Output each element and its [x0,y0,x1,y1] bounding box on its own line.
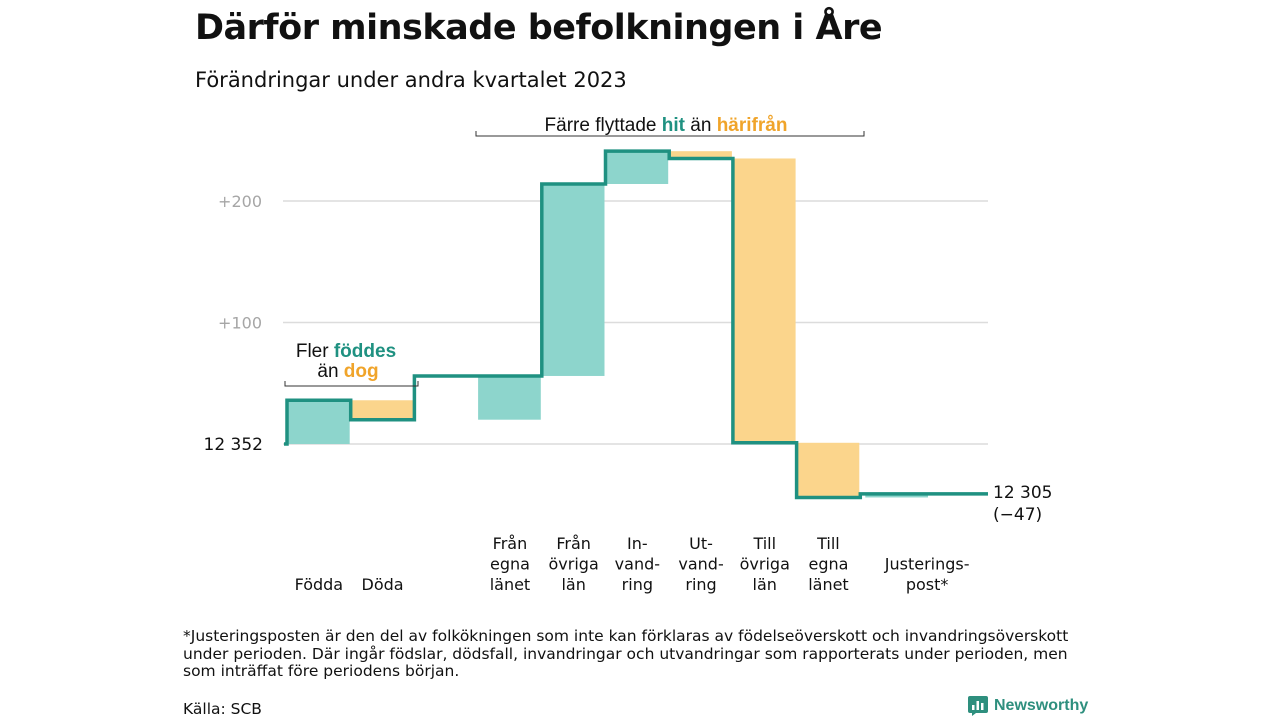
cumulative-line [284,149,988,500]
y-tick-label-1: +100 [218,314,262,333]
y-tick-label-0: +200 [218,192,262,211]
bar-0 [287,400,350,444]
chart-title: Därför minskade befolkningen i Åre [195,8,883,48]
category-label-7: Till egna länet [808,534,849,594]
bar-chart-logo-icon [968,696,988,716]
annotation-moves-bracket [475,131,865,137]
brand-logo[interactable]: Newsworthy [968,696,1088,716]
bar-3 [541,183,605,376]
source: Källa: SCB [183,700,262,718]
end-value-label: 12 305 [993,483,1052,503]
category-label-8: Justerings-post* [884,555,970,595]
annotation-births-bracket [284,381,419,387]
bar-4 [605,151,669,184]
category-label-4: In-vand-ring [615,534,660,594]
bar-7 [796,442,860,498]
brand-name: Newsworthy [994,697,1089,714]
category-label-2: Från egna länet [490,534,531,594]
bar-6 [732,158,796,443]
category-label-5: Ut-vand-ring [678,534,723,594]
annotation-births-line2: än dog [317,361,378,382]
annotation-births-line1: Fler föddes [296,341,396,362]
category-label-6: Till övriga län [740,534,790,594]
footnote: *Justeringsposten är den del av folkökni… [183,627,1069,680]
category-label-0: Födda [295,575,344,594]
bar-1 [350,400,414,420]
category-label-1: Döda [362,575,404,594]
annotation-moves: Färre flyttade hit än härifrån [545,115,788,136]
bar-8 [865,493,928,498]
bar-5 [669,151,732,159]
chart-subtitle: Förändringar under andra kvartalet 2023 [195,68,627,92]
start-value-label: 12 352 [204,435,263,455]
end-change-label: (−47) [993,505,1042,525]
bar-2 [478,375,541,420]
category-label-3: Från övriga län [549,534,599,594]
